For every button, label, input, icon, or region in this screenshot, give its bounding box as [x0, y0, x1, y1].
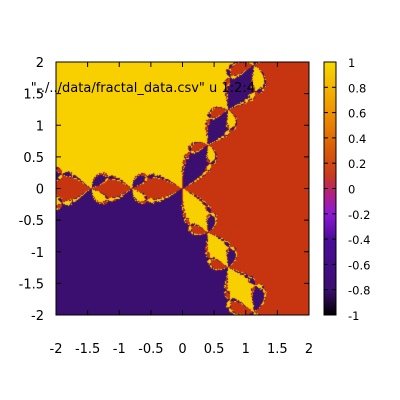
- fractal-heatmap-image: [56, 62, 309, 315]
- x-tick-label: -1: [113, 342, 126, 357]
- y-tick-label: 1.5: [23, 88, 44, 103]
- key-tick-label: -0.6: [348, 258, 370, 272]
- key-tick-label: -1: [348, 309, 359, 323]
- y-tick-label: -1.5: [19, 277, 44, 292]
- key-tick-label: 0.6: [348, 107, 366, 121]
- color-key-ticks: 1 0.8 0.6 0.4 0.2 0 -0.2 -0.4 -0.6 -0.8 -1: [324, 56, 370, 323]
- x-tick-label: -2: [50, 342, 63, 357]
- key-tick-label: -0.8: [348, 284, 370, 298]
- key-tick-label: 0: [348, 183, 355, 197]
- y-axis-ticks: 2 1.5 1 0.5 0 -0.5 -1 -1.5 -2: [19, 56, 309, 324]
- key-tick-label: -0.2: [348, 208, 370, 222]
- y-tick-label: 0.5: [23, 151, 44, 166]
- x-tick-label: 1: [242, 342, 250, 357]
- x-axis-ticks: -2 -1.5 -1 -0.5 0 0.5 1 1.5 2: [50, 62, 313, 357]
- key-tick-label: 0.8: [348, 81, 366, 95]
- y-tick-label: -1: [31, 246, 44, 261]
- x-tick-label: 2: [305, 342, 313, 357]
- x-tick-label: -1.5: [75, 342, 100, 357]
- x-tick-label: 0.5: [204, 342, 225, 357]
- plot-series-label: "../../data/fractal_data.csv" u 1:2:4: [31, 81, 255, 96]
- y-tick-label: 0: [36, 183, 44, 198]
- key-tick-label: 0.4: [348, 132, 366, 146]
- x-tick-label: 1.5: [267, 342, 288, 357]
- color-key: 1 0.8 0.6 0.4 0.2 0 -0.2 -0.4 -0.6 -0.8 -1: [323, 56, 370, 323]
- key-tick-label: 0.2: [348, 157, 366, 171]
- x-tick-label: 0: [178, 342, 186, 357]
- y-tick-label: 2: [36, 56, 44, 71]
- key-tick-label: -0.4: [348, 233, 370, 247]
- plot-area: [55, 61, 310, 316]
- y-tick-label: -0.5: [19, 214, 44, 229]
- y-tick-label: -2: [31, 309, 44, 324]
- y-tick-label: 1: [36, 119, 44, 134]
- x-tick-label: -0.5: [138, 342, 163, 357]
- key-tick-label: 1: [348, 56, 355, 70]
